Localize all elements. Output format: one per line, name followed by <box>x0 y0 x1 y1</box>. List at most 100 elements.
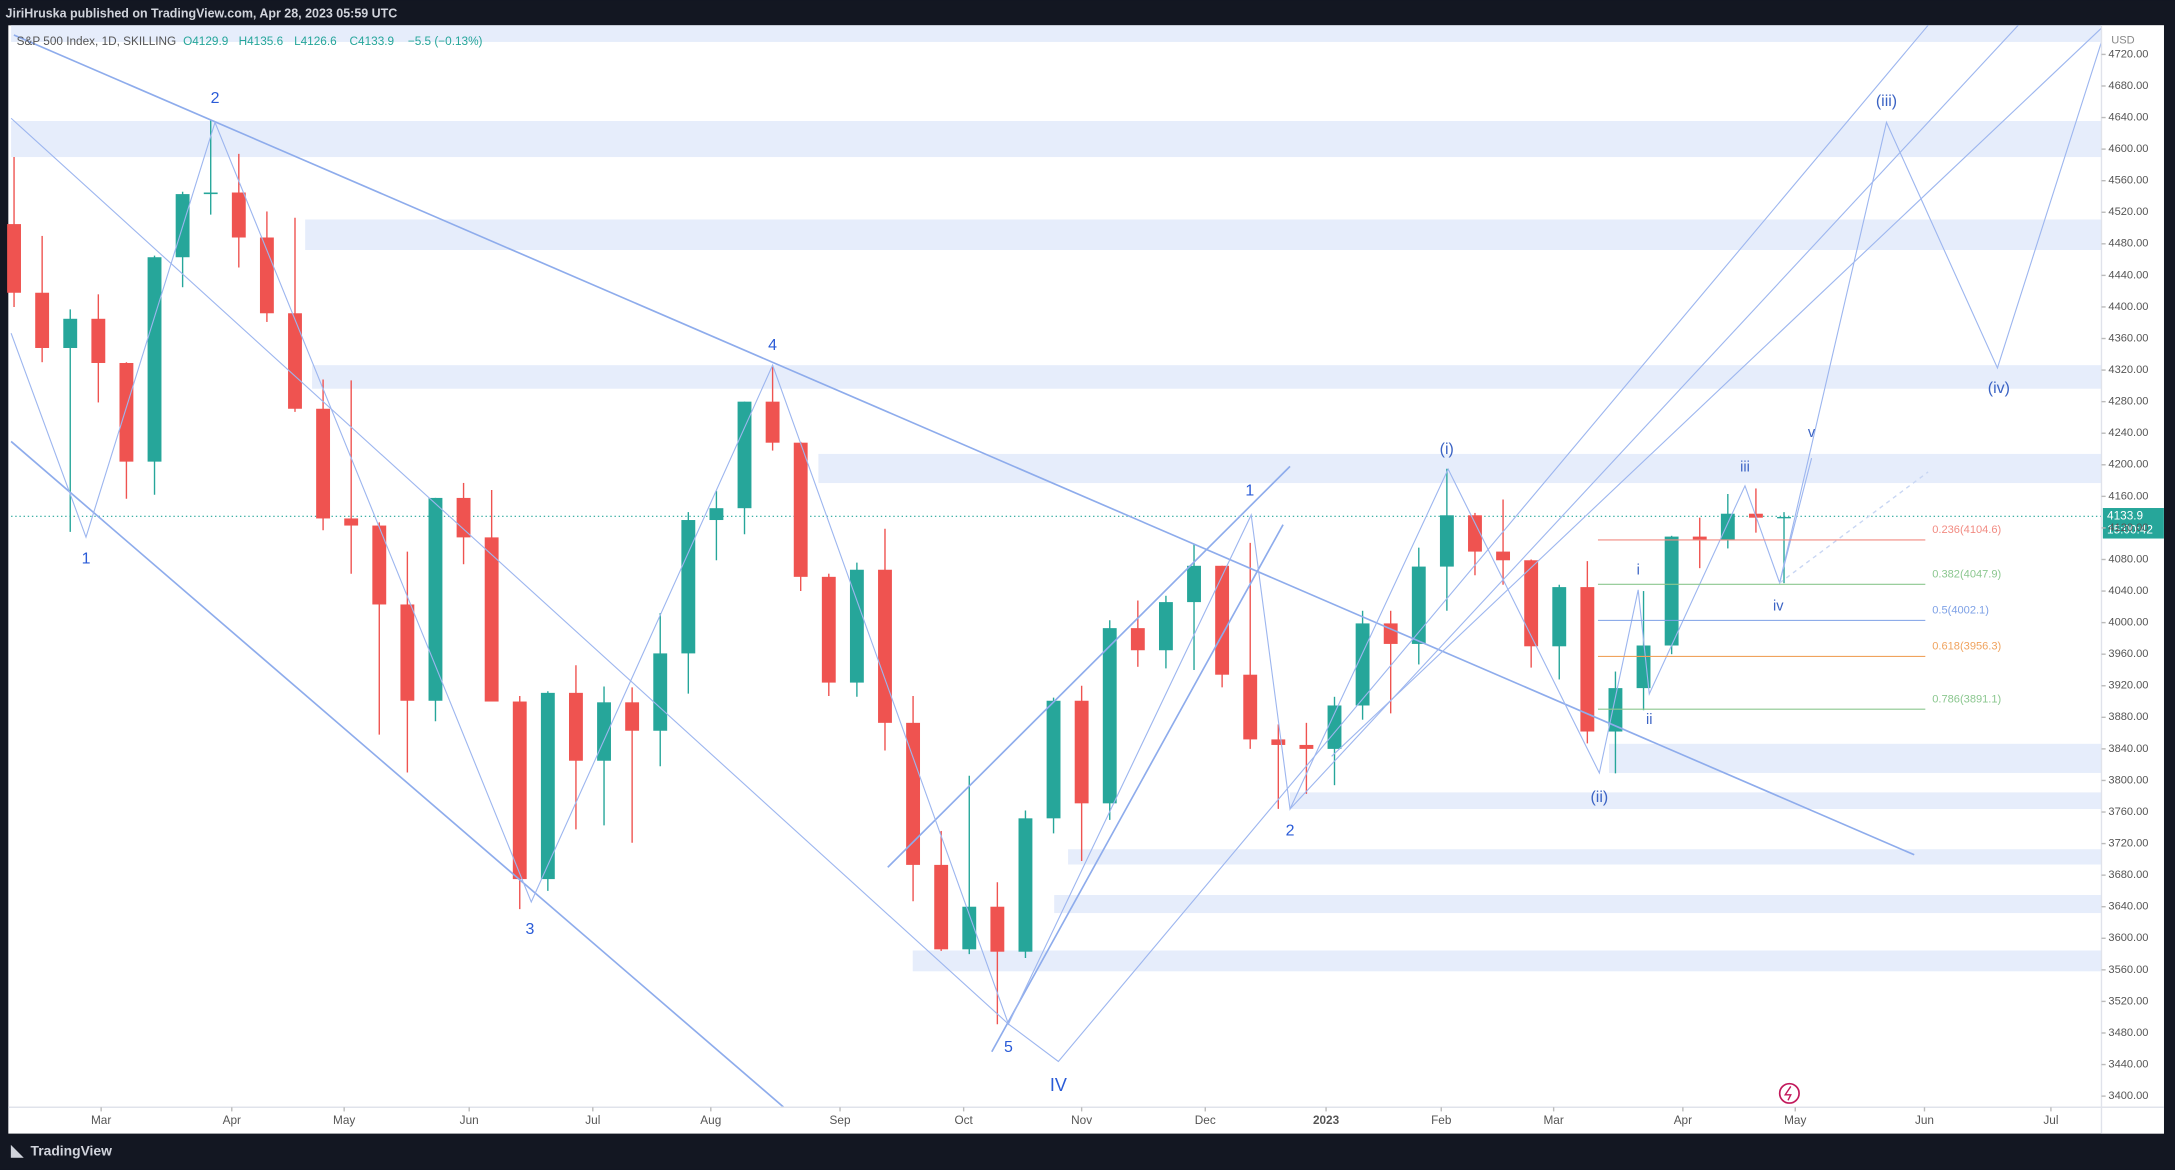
fib-label: 0.786(3891.1) <box>1932 693 2001 705</box>
candle-body <box>91 318 106 363</box>
x-tick-label: Dec <box>1195 1114 1216 1127</box>
candle-body <box>1411 566 1426 644</box>
x-tick-label: Jul <box>585 1114 600 1127</box>
wave-label: 2 <box>1286 822 1295 839</box>
candle-body <box>793 442 808 577</box>
price-badge-value: 4133.9 <box>2107 509 2143 522</box>
ohlc-value: O4129.9 <box>183 35 228 48</box>
fib-label: 0.5(4002.1) <box>1932 605 1989 617</box>
wave-label: 1 <box>82 551 91 568</box>
zone <box>11 121 2102 158</box>
candle-body <box>1130 628 1145 651</box>
candle-body <box>1327 705 1342 749</box>
zone <box>312 365 2102 389</box>
candles <box>7 119 1791 1025</box>
x-tick-label: Oct <box>954 1114 973 1127</box>
price-badge <box>2102 508 2164 539</box>
x-tick-label: Jul <box>2043 1114 2058 1127</box>
wave-label: 5 <box>1004 1039 1013 1056</box>
wave-label: (iii) <box>1876 93 1897 110</box>
candle-body <box>259 237 274 314</box>
candle-body <box>231 192 246 238</box>
y-tick-label: 3560.00 <box>2108 964 2148 976</box>
x-tick-label: May <box>333 1114 355 1127</box>
candle-body <box>1580 587 1595 732</box>
projection <box>1779 41 2103 584</box>
candle-body <box>1158 602 1173 651</box>
candle-body <box>1777 516 1791 519</box>
x-tick-label: Nov <box>1071 1114 1092 1127</box>
candle-body <box>1271 739 1286 745</box>
trendline <box>887 465 1291 868</box>
x-tick-label: 2023 <box>1313 1114 1340 1127</box>
y-tick-label: 4320.00 <box>2108 364 2148 376</box>
trendline <box>13 34 1915 856</box>
x-tick-label: Mar <box>1543 1114 1563 1127</box>
y-tick-label: 3440.00 <box>2108 1058 2148 1070</box>
symbol: S&P 500 Index, 1D, SKILLING <box>17 35 177 48</box>
y-tick-label: 4160.00 <box>2108 490 2148 502</box>
candle-body <box>597 702 611 761</box>
zone <box>818 453 2102 484</box>
x-tick-label: Apr <box>1674 1114 1692 1127</box>
fib-label: 0.236(4104.6) <box>1932 524 2001 536</box>
y-tick-label: 4080.00 <box>2108 553 2148 565</box>
candle-body <box>1046 700 1061 819</box>
trendline <box>991 524 1284 1053</box>
y-tick-label: 3640.00 <box>2108 901 2148 913</box>
y-tick-label: 4120.00 <box>2108 522 2148 534</box>
candle-body <box>709 508 724 521</box>
y-tick-label: 3800.00 <box>2108 774 2148 786</box>
footer-logo: TradingView <box>31 1142 113 1158</box>
y-tick-label: 3880.00 <box>2108 711 2148 723</box>
candle-body <box>1299 744 1314 749</box>
footer-icon: ◣ <box>10 1143 24 1160</box>
ohlc-legend: O4129.9 H4135.6 L4126.6 C4133.9 −5.5 (−0.13%… <box>183 35 482 48</box>
candle-body <box>1074 700 1089 804</box>
candle-body <box>1102 628 1117 804</box>
candle-body <box>1383 623 1398 644</box>
candle-body <box>1664 536 1679 646</box>
zone <box>1068 849 2102 865</box>
candle-body <box>147 257 162 462</box>
candle-body <box>625 702 640 731</box>
candle-body <box>1243 674 1258 740</box>
y-tick-label: 3480.00 <box>2108 1027 2148 1039</box>
x-tick-label: Feb <box>1431 1114 1452 1127</box>
y-tick-label: 3600.00 <box>2108 932 2148 944</box>
candle-body <box>849 569 864 683</box>
zone <box>1290 792 2102 810</box>
candle-body <box>737 401 752 509</box>
drawings <box>10 24 2103 1108</box>
wave-label: (ii) <box>1590 789 1608 806</box>
ohlc-value: −5.5 (−0.13%) <box>408 35 483 48</box>
zone <box>1054 895 2102 914</box>
x-tick-label: Apr <box>223 1114 241 1127</box>
event-icon[interactable] <box>1778 1082 1800 1104</box>
wave-label: (iv) <box>1988 380 2010 397</box>
candle-body <box>1018 818 1033 952</box>
fib-label: 0.618(3956.3) <box>1932 641 2001 653</box>
y-tick-label: 4640.00 <box>2108 111 2148 123</box>
y-tick-label: 4280.00 <box>2108 396 2148 408</box>
wave-label: 3 <box>525 921 534 938</box>
wave-label: 4 <box>768 337 777 354</box>
y-tick-label: 3960.00 <box>2108 648 2148 660</box>
wave-label: 1 <box>1245 483 1254 500</box>
candle-body <box>1720 513 1735 540</box>
y-tick-label: 4040.00 <box>2108 585 2148 597</box>
x-tick-label: Sep <box>830 1114 851 1127</box>
y-tick-label: 4440.00 <box>2108 269 2148 281</box>
candle-body <box>344 518 359 526</box>
y-tick-label: 4000.00 <box>2108 617 2148 629</box>
y-tick-label: 3840.00 <box>2108 743 2148 755</box>
y-tick-label: 4560.00 <box>2108 175 2148 187</box>
y-tick-label: 4600.00 <box>2108 143 2148 155</box>
trendline <box>1289 24 2019 810</box>
candle-body <box>1355 623 1370 706</box>
candle-body <box>119 362 134 462</box>
publisher: JiriHruska published on TradingView.com,… <box>6 6 398 20</box>
x-tick-label: Mar <box>91 1114 111 1127</box>
